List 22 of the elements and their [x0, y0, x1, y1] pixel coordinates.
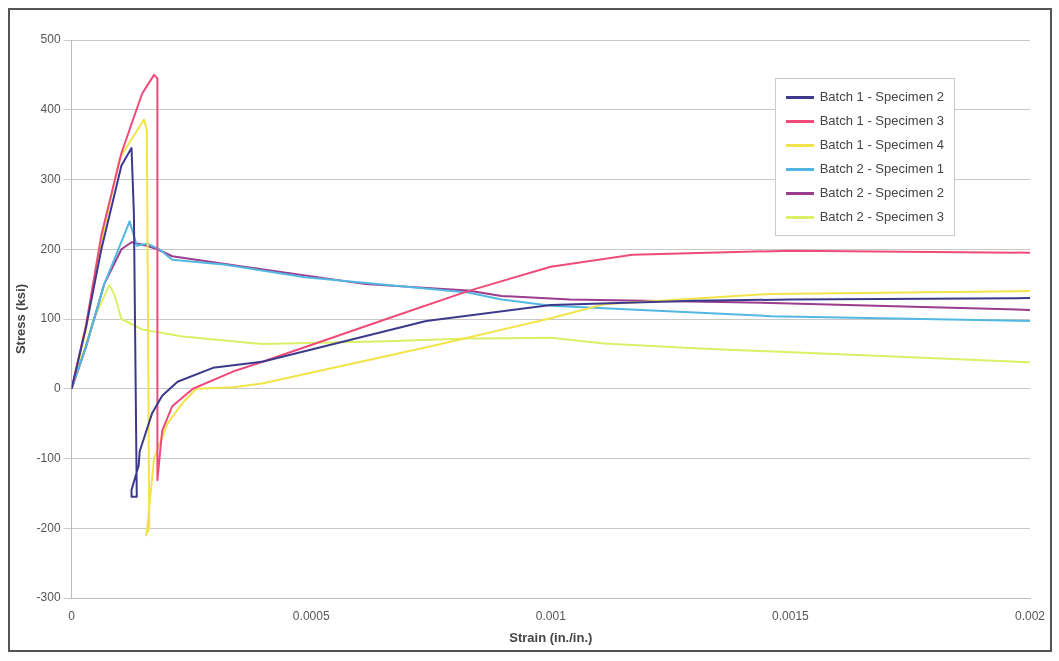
legend-label: Batch 2 - Specimen 1: [819, 160, 944, 178]
x-axis-title: Strain (in./in.): [509, 629, 593, 645]
y-tick-label: 300: [40, 171, 61, 186]
y-tick-label: -100: [36, 450, 61, 465]
legend-label: Batch 1 - Specimen 2: [819, 88, 944, 106]
y-tick-label: 500: [40, 32, 61, 47]
y-axis-title: Stress (ksi): [13, 283, 29, 355]
x-tick-label: 0.0015: [772, 608, 810, 623]
y-tick-label: -300: [36, 590, 61, 605]
y-tick-label: 100: [40, 311, 61, 326]
y-tick-label: 400: [40, 102, 61, 117]
y-tick-label: 0: [53, 381, 61, 396]
legend-label: Batch 1 - Specimen 4: [819, 136, 944, 154]
legend-label: Batch 2 - Specimen 3: [819, 208, 944, 226]
legend-label: Batch 2 - Specimen 2: [819, 184, 944, 202]
legend-label: Batch 1 - Specimen 3: [819, 112, 944, 130]
x-tick-label: 0.002: [1014, 608, 1046, 623]
y-tick-label: 200: [40, 241, 61, 256]
x-tick-label: 0: [68, 608, 76, 623]
x-tick-label: 0.001: [535, 608, 567, 623]
x-tick-label: 0.0005: [292, 608, 330, 623]
y-tick-label: -200: [36, 520, 61, 535]
